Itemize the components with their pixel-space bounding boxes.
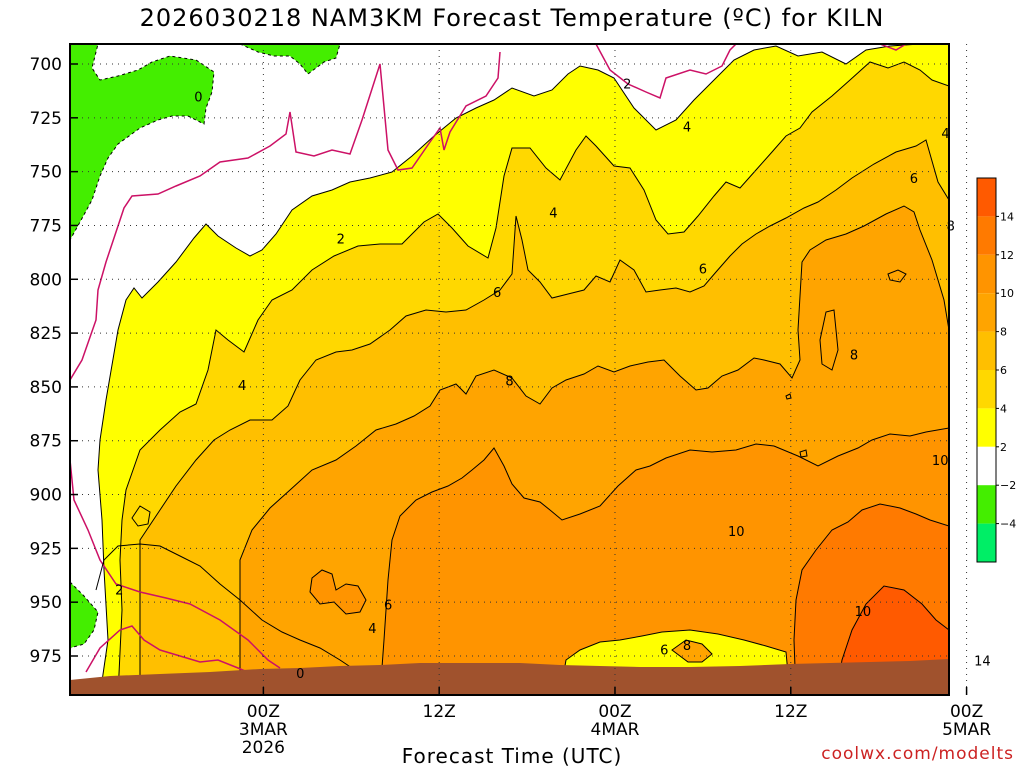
y-tick-label: 700 [30, 55, 62, 75]
band-green-lower [70, 581, 99, 649]
colorbar-label: 8 [1000, 326, 1007, 339]
x-tick-label: 2026 [242, 738, 285, 758]
contour-label: 4 [941, 127, 949, 142]
colorbar-label: 2 [1000, 441, 1007, 454]
temperature-field [70, 44, 949, 695]
zero-contour-far-right [879, 44, 907, 51]
colorbar-bin [977, 178, 996, 217]
x-tick-label: 12Z [774, 702, 807, 722]
plot-frame [69, 43, 950, 696]
contour-label: 2 [337, 232, 345, 247]
x-axis-label: Forecast Time (UTC) [401, 744, 623, 768]
x-tick-label: 00Z [247, 702, 280, 722]
colorbar-label: 14 [1000, 210, 1014, 223]
y-tick-label: 750 [30, 163, 62, 183]
zero-contour-right [595, 44, 737, 100]
gridlines [70, 44, 968, 695]
contour-label: 10 [728, 525, 745, 540]
contour-label: 8 [505, 374, 513, 389]
colorbar: 14 12 10 8 6 4 2 −2 −4 [976, 177, 1016, 563]
colorbar-bin [977, 408, 996, 447]
contour-2-loop [131, 505, 151, 527]
credit-text: coolwx.com/modelts [821, 744, 1014, 764]
contour-label: 2 [623, 77, 631, 92]
contour-label: 10 [855, 605, 872, 620]
y-tick-label: 800 [30, 270, 62, 290]
contour-label: 0 [296, 667, 304, 682]
zero-contour-main [70, 51, 501, 381]
contour-label: 4 [549, 207, 557, 222]
y-tick-label: 975 [30, 647, 62, 667]
colorbar-bin [977, 370, 996, 409]
x-tick-label: 5MAR [942, 720, 991, 740]
y-tick-label: 950 [30, 593, 62, 613]
contour-label: 0 [194, 90, 202, 105]
y-tick-label: 775 [30, 216, 62, 236]
contour-label: 4 [238, 379, 246, 394]
contour-8-loop-2 [819, 309, 839, 371]
colorbar-label: 10 [1000, 287, 1014, 300]
colorbar-bin [977, 216, 996, 255]
contour-label: 14 [974, 654, 991, 669]
colorbar-label: 6 [1000, 364, 1007, 377]
band-green-top [239, 44, 341, 75]
chart-title: 2026030218 NAM3KM Forecast Temperature (… [139, 4, 885, 32]
colorbar-label: −2 [1000, 479, 1016, 492]
y-tick-label: 900 [30, 486, 62, 506]
contour-label: 6 [660, 644, 668, 659]
contour-label: 2 [115, 583, 123, 598]
colorbar-bin [977, 331, 996, 370]
contour-label: 6 [699, 263, 707, 278]
colorbar-label: 4 [1000, 402, 1007, 415]
zero-contour-bottom [85, 625, 253, 675]
contour-label: 6 [910, 172, 918, 187]
colorbar-label: −4 [1000, 518, 1016, 531]
band-green-upper [70, 44, 215, 242]
colorbar-bin [977, 523, 996, 562]
x-tick-label: 00Z [950, 702, 983, 722]
x-tick-label: 00Z [598, 702, 631, 722]
x-tick-label: 12Z [423, 702, 456, 722]
zero-contour-left [70, 459, 281, 669]
contour-label: 8 [947, 219, 955, 234]
contour-8-loop [887, 269, 907, 283]
y-tick-label: 725 [30, 109, 62, 129]
colorbar-bin [977, 485, 996, 524]
y-tick-label: 850 [30, 378, 62, 398]
colorbar-label: 12 [1000, 249, 1014, 262]
contour-2-lower [95, 543, 353, 669]
y-axis: 700 725 750 775 800 825 850 875 900 925 950 975 [30, 55, 78, 667]
colorbar-bin [977, 293, 996, 332]
colorbar-bin [977, 446, 996, 486]
contour-label: 6 [384, 598, 392, 613]
contour-label: 10 [932, 454, 949, 469]
contour-label: 4 [368, 622, 376, 637]
contour-label: 6 [493, 286, 501, 301]
contour-dot-2 [799, 449, 808, 458]
pocket-orange-left [309, 569, 367, 615]
y-tick-label: 875 [30, 432, 62, 452]
x-tick-label: 4MAR [591, 720, 640, 740]
contour-label: 4 [683, 120, 691, 135]
y-tick-label: 825 [30, 324, 62, 344]
x-tick-label: 3MAR [239, 720, 288, 740]
contour-label: 8 [850, 349, 858, 364]
y-tick-label: 925 [30, 539, 62, 559]
colorbar-bin [977, 254, 996, 294]
terrain-ground [70, 659, 949, 695]
contour-label: 8 [683, 639, 691, 654]
